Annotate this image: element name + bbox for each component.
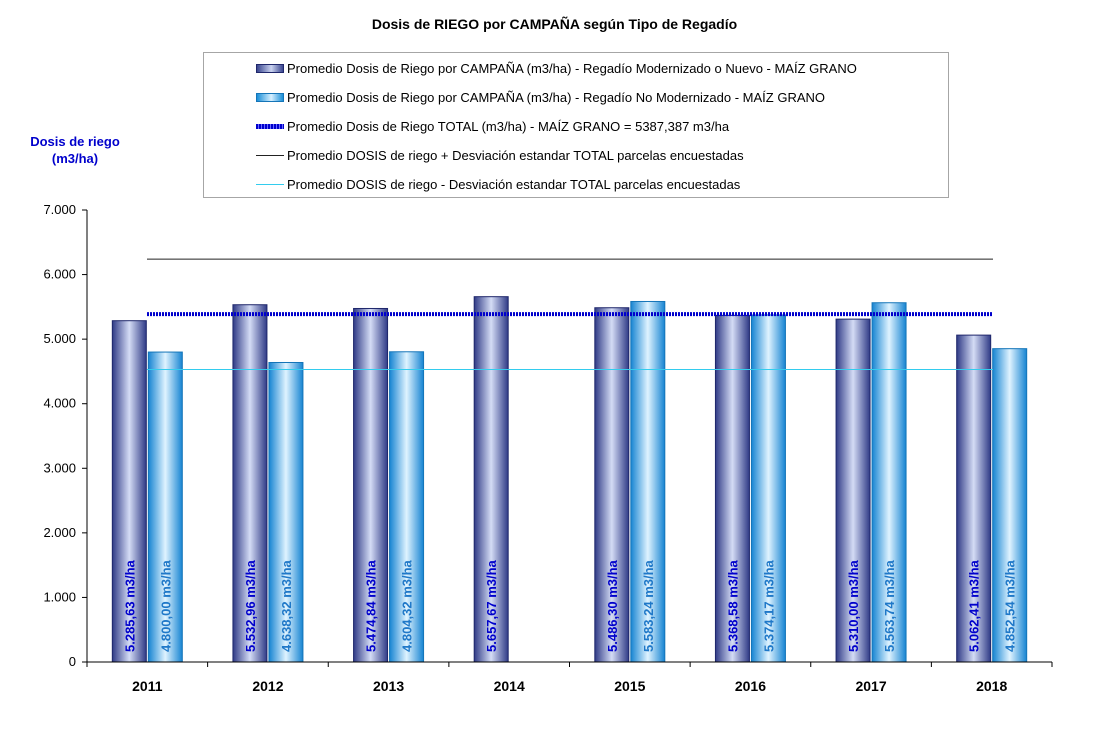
- y-axis-label-line-1: Dosis de riego: [30, 134, 120, 149]
- y-tick-label: 0: [69, 654, 76, 669]
- legend-key-modernizado: [256, 63, 284, 73]
- bar-value-label-series2-2015: 5.583,24 m3/ha: [641, 559, 656, 652]
- bar-value-label-series1-2011: 5.285,63 m3/ha: [122, 559, 137, 652]
- bar-value-label-series2-2013: 4.804,32 m3/ha: [400, 559, 415, 652]
- legend-label-total-average: Promedio Dosis de Riego TOTAL (m3/ha) - …: [287, 118, 730, 134]
- bar-value-label-series1-2018: 5.062,41 m3/ha: [967, 559, 982, 652]
- legend-label-minus-std: Promedio DOSIS de riego - Desviación est…: [287, 176, 741, 192]
- legend-label-modernizado: Promedio Dosis de Riego por CAMPAÑA (m3/…: [287, 60, 857, 76]
- bar-series1-2018: [956, 334, 992, 663]
- legend-item-plus-std: Promedio DOSIS de riego + Desviación est…: [256, 146, 744, 164]
- bar-series2-2015: [630, 300, 666, 663]
- bar-series2-2013: [389, 351, 425, 663]
- legend-item-minus-std: Promedio DOSIS de riego - Desviación est…: [256, 175, 740, 193]
- legend-item-total-average: Promedio Dosis de Riego TOTAL (m3/ha) - …: [256, 117, 729, 135]
- bar-series2-2018: [992, 348, 1028, 663]
- legend-item-no-modernizado: Promedio Dosis de Riego por CAMPAÑA (m3/…: [256, 88, 825, 106]
- legend-item-modernizado: Promedio Dosis de Riego por CAMPAÑA (m3/…: [256, 59, 857, 77]
- y-tick-label: 6.000: [43, 267, 76, 282]
- bar-value-label-series1-2016: 5.368,58 m3/ha: [725, 559, 740, 652]
- y-tick-label: 2.000: [43, 525, 76, 540]
- x-tick-label-2016: 2016: [735, 678, 766, 694]
- legend-key-plus-std: [256, 154, 284, 156]
- bar-value-label-series1-2014: 5.657,67 m3/ha: [484, 559, 499, 652]
- bar-series1-2017: [835, 318, 871, 663]
- legend-key-total-average: [256, 123, 284, 129]
- bar-series2-2017: [871, 302, 907, 663]
- bar-value-label-series2-2011: 4.800,00 m3/ha: [158, 559, 173, 652]
- bar-series1-2016: [714, 314, 750, 663]
- bar-value-label-series1-2012: 5.532,96 m3/ha: [243, 559, 258, 652]
- legend-label-plus-std: Promedio DOSIS de riego + Desviación est…: [287, 147, 744, 163]
- x-tick-label-2018: 2018: [976, 678, 1007, 694]
- bar-value-label-series1-2015: 5.486,30 m3/ha: [605, 559, 620, 652]
- bar-value-label-series2-2016: 5.374,17 m3/ha: [761, 559, 776, 652]
- x-tick-label-2017: 2017: [855, 678, 886, 694]
- chart-legend: Promedio Dosis de Riego por CAMPAÑA (m3/…: [203, 52, 949, 198]
- x-tick-label-2015: 2015: [614, 678, 645, 694]
- y-tick-label: 3.000: [43, 460, 76, 475]
- x-tick-label-2012: 2012: [252, 678, 283, 694]
- x-tick-label-2014: 2014: [494, 678, 525, 694]
- legend-label-no-modernizado: Promedio Dosis de Riego por CAMPAÑA (m3/…: [287, 89, 826, 105]
- y-tick-label: 4.000: [43, 396, 76, 411]
- bar-series2-2016: [750, 314, 786, 663]
- y-axis-label-line-2: (m3/ha): [51, 151, 99, 166]
- bar-series1-2014: [473, 296, 509, 663]
- bar-value-label-series2-2017: 5.563,74 m3/ha: [882, 559, 897, 652]
- bar-value-label-series2-2018: 4.852,54 m3/ha: [1003, 559, 1018, 652]
- legend-key-minus-std: [256, 183, 284, 185]
- x-tick-label-2013: 2013: [373, 678, 404, 694]
- y-tick-label: 5.000: [43, 331, 76, 346]
- bar-value-label-series1-2017: 5.310,00 m3/ha: [846, 559, 861, 652]
- bar-value-label-series1-2013: 5.474,84 m3/ha: [364, 559, 379, 652]
- x-tick-label-2011: 2011: [132, 678, 163, 694]
- y-tick-label: 1.000: [43, 589, 76, 604]
- y-tick-label: 7.000: [43, 202, 76, 217]
- bar-series2-2011: [147, 351, 183, 663]
- bar-value-label-series2-2012: 4.638,32 m3/ha: [279, 559, 294, 652]
- bar-series1-2015: [594, 307, 630, 663]
- chart-title: Dosis de RIEGO por CAMPAÑA según Tipo de…: [371, 16, 738, 32]
- bar-series2-2012: [268, 361, 304, 663]
- legend-key-no-modernizado: [256, 92, 284, 102]
- bar-series1-2013: [353, 307, 389, 663]
